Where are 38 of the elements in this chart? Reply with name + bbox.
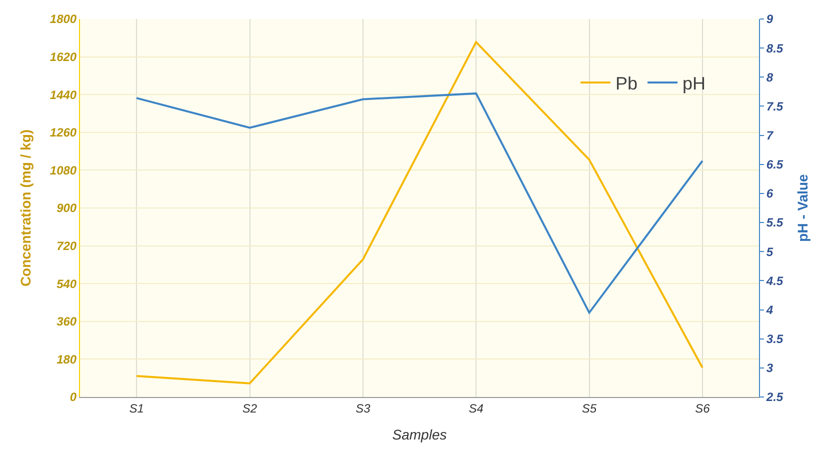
x-axis-title: Samples bbox=[392, 426, 447, 443]
legend-label: Pb bbox=[615, 74, 638, 94]
y2-tick-label: 5.5 bbox=[766, 216, 784, 230]
y2-tick-label: 4 bbox=[765, 302, 774, 317]
y-tick-label: 180 bbox=[56, 352, 77, 366]
y-tick-label: 720 bbox=[56, 239, 77, 253]
x-tick-label: S6 bbox=[695, 401, 710, 416]
y2-tick-label: 7.5 bbox=[766, 99, 784, 114]
y2-tick-label: 7 bbox=[766, 128, 774, 143]
y2-axis-title: pH - Value bbox=[794, 174, 811, 242]
line-series bbox=[136, 92, 704, 314]
y-tick-label: 1620 bbox=[50, 50, 77, 64]
y-tick-label: 1440 bbox=[50, 88, 77, 102]
y2-tick-label: 3.5 bbox=[766, 332, 784, 346]
x-tick-label: S3 bbox=[356, 401, 371, 416]
line-series bbox=[136, 41, 704, 384]
y2-tick-label: 2.5 bbox=[765, 390, 784, 404]
y-tick-label: 900 bbox=[56, 201, 77, 216]
y2-tick-label: 6.5 bbox=[766, 158, 784, 172]
x-tick-label: S5 bbox=[582, 401, 597, 416]
y2-tick-label: 6 bbox=[766, 186, 774, 201]
y-tick-label: 360 bbox=[56, 314, 77, 329]
y-tick-label: 0 bbox=[70, 390, 77, 404]
x-tick-label: S2 bbox=[242, 401, 258, 416]
x-tick-label: S4 bbox=[468, 401, 484, 416]
y-tick-label: 1800 bbox=[50, 12, 77, 26]
y2-tick-label: 9 bbox=[766, 12, 774, 26]
y-tick-label: 540 bbox=[56, 276, 77, 291]
y2-tick-label: 4.5 bbox=[765, 274, 784, 288]
y2-tick-label: 5 bbox=[766, 244, 774, 259]
legend-label: pH bbox=[682, 74, 706, 94]
y-tick-label: 1260 bbox=[50, 126, 77, 140]
y2-tick-label: 3 bbox=[766, 361, 774, 376]
y-axis-title: Concentration (mg / kg) bbox=[17, 129, 34, 287]
y2-tick-label: 8 bbox=[766, 70, 774, 84]
x-tick-label: S1 bbox=[129, 401, 144, 416]
y-tick-label: 1080 bbox=[50, 163, 77, 178]
y2-tick-label: 8.5 bbox=[766, 41, 784, 56]
